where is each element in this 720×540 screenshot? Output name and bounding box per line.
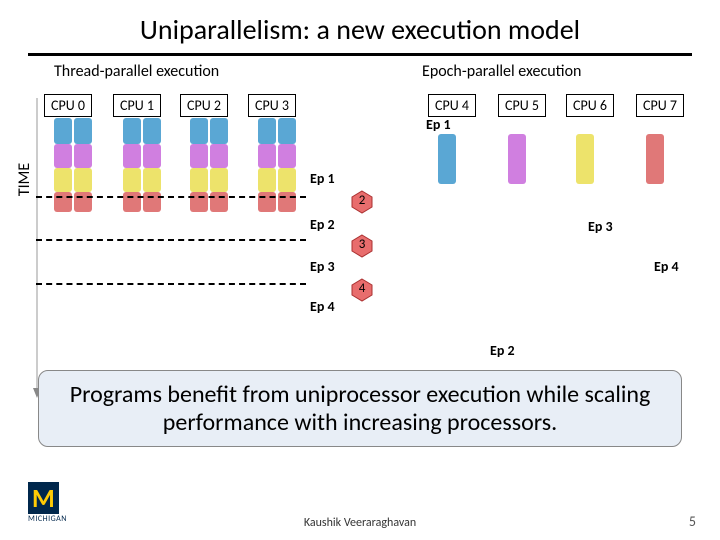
logo-m-icon: M xyxy=(28,482,59,514)
thread-bar-4-3 xyxy=(190,192,208,212)
slide-number: 5 xyxy=(689,513,696,530)
thread-bar-6-3 xyxy=(258,192,276,212)
epoch-dash-0 xyxy=(36,196,306,198)
benefit-box: Programs benefit from uniprocessor execu… xyxy=(38,370,682,447)
thread-bar-4-2 xyxy=(190,168,208,192)
slide-title: Uniparallelism: a new execution model xyxy=(0,0,720,53)
title-divider xyxy=(28,53,692,56)
cpu-label-6: CPU 6 xyxy=(566,94,614,117)
epoch-dash-2 xyxy=(36,283,306,285)
right-heading: Epoch-parallel execution xyxy=(422,62,581,81)
thread-bar-1-3 xyxy=(74,192,92,212)
thread-bar-7-1 xyxy=(278,144,296,168)
thread-bar-3-3 xyxy=(143,192,161,212)
epoch-bar-0 xyxy=(438,134,456,184)
epoch-ep-label-3: Ep 4 xyxy=(654,258,679,275)
thread-bar-6-2 xyxy=(258,168,276,192)
logo-text: MICHIGAN xyxy=(28,514,67,524)
left-heading: Thread-parallel execution xyxy=(54,62,219,81)
epoch-dash-1 xyxy=(36,239,306,241)
thread-bar-4-1 xyxy=(190,144,208,168)
cpu-label-7: CPU 7 xyxy=(636,94,684,117)
time-arrow-icon xyxy=(32,98,38,398)
cpu-label-0: CPU 0 xyxy=(44,94,92,117)
thread-ep-label-3: Ep 4 xyxy=(310,298,335,315)
hex-node-0: 2 xyxy=(350,190,374,214)
thread-bar-0-1 xyxy=(54,144,72,168)
epoch-bar-3 xyxy=(646,134,664,184)
michigan-logo: M MICHIGAN xyxy=(28,482,67,524)
thread-ep-label-0: Ep 1 xyxy=(310,170,335,187)
thread-bar-3-1 xyxy=(143,144,161,168)
epoch-bar-1 xyxy=(508,134,526,184)
thread-bar-5-3 xyxy=(210,192,228,212)
thread-bar-4-0 xyxy=(190,118,208,144)
cpu-label-3: CPU 3 xyxy=(248,94,296,117)
thread-bar-1-1 xyxy=(74,144,92,168)
epoch-ep-label-1: Ep 2 xyxy=(490,342,515,359)
thread-bar-5-0 xyxy=(210,118,228,144)
cpu-label-2: CPU 2 xyxy=(180,94,228,117)
thread-bar-5-2 xyxy=(210,168,228,192)
thread-bar-2-2 xyxy=(123,168,141,192)
footer-author: Kaushik Veeraraghavan xyxy=(304,516,416,530)
epoch-ep-label-2: Ep 3 xyxy=(588,218,613,235)
hex-node-2: 4 xyxy=(350,278,374,302)
thread-bar-3-2 xyxy=(143,168,161,192)
thread-bar-0-2 xyxy=(54,168,72,192)
thread-ep-label-1: Ep 2 xyxy=(310,216,335,233)
epoch-ep-label-0: Ep 1 xyxy=(426,116,451,133)
thread-bar-6-1 xyxy=(258,144,276,168)
cpu-label-4: CPU 4 xyxy=(428,94,476,117)
cpu-label-5: CPU 5 xyxy=(498,94,546,117)
thread-bar-2-0 xyxy=(123,118,141,144)
cpu-label-1: CPU 1 xyxy=(113,94,161,117)
thread-ep-label-2: Ep 3 xyxy=(310,258,335,275)
thread-bar-6-0 xyxy=(258,118,276,144)
thread-bar-0-3 xyxy=(54,192,72,212)
thread-bar-1-0 xyxy=(74,118,92,144)
thread-bar-2-3 xyxy=(123,192,141,212)
thread-bar-3-0 xyxy=(143,118,161,144)
thread-bar-0-0 xyxy=(54,118,72,144)
thread-bar-7-3 xyxy=(278,192,296,212)
thread-bar-7-0 xyxy=(278,118,296,144)
epoch-bar-2 xyxy=(576,134,594,184)
thread-bar-2-1 xyxy=(123,144,141,168)
hex-node-1: 3 xyxy=(350,234,374,258)
thread-bar-5-1 xyxy=(210,144,228,168)
thread-bar-1-2 xyxy=(74,168,92,192)
thread-bar-7-2 xyxy=(278,168,296,192)
